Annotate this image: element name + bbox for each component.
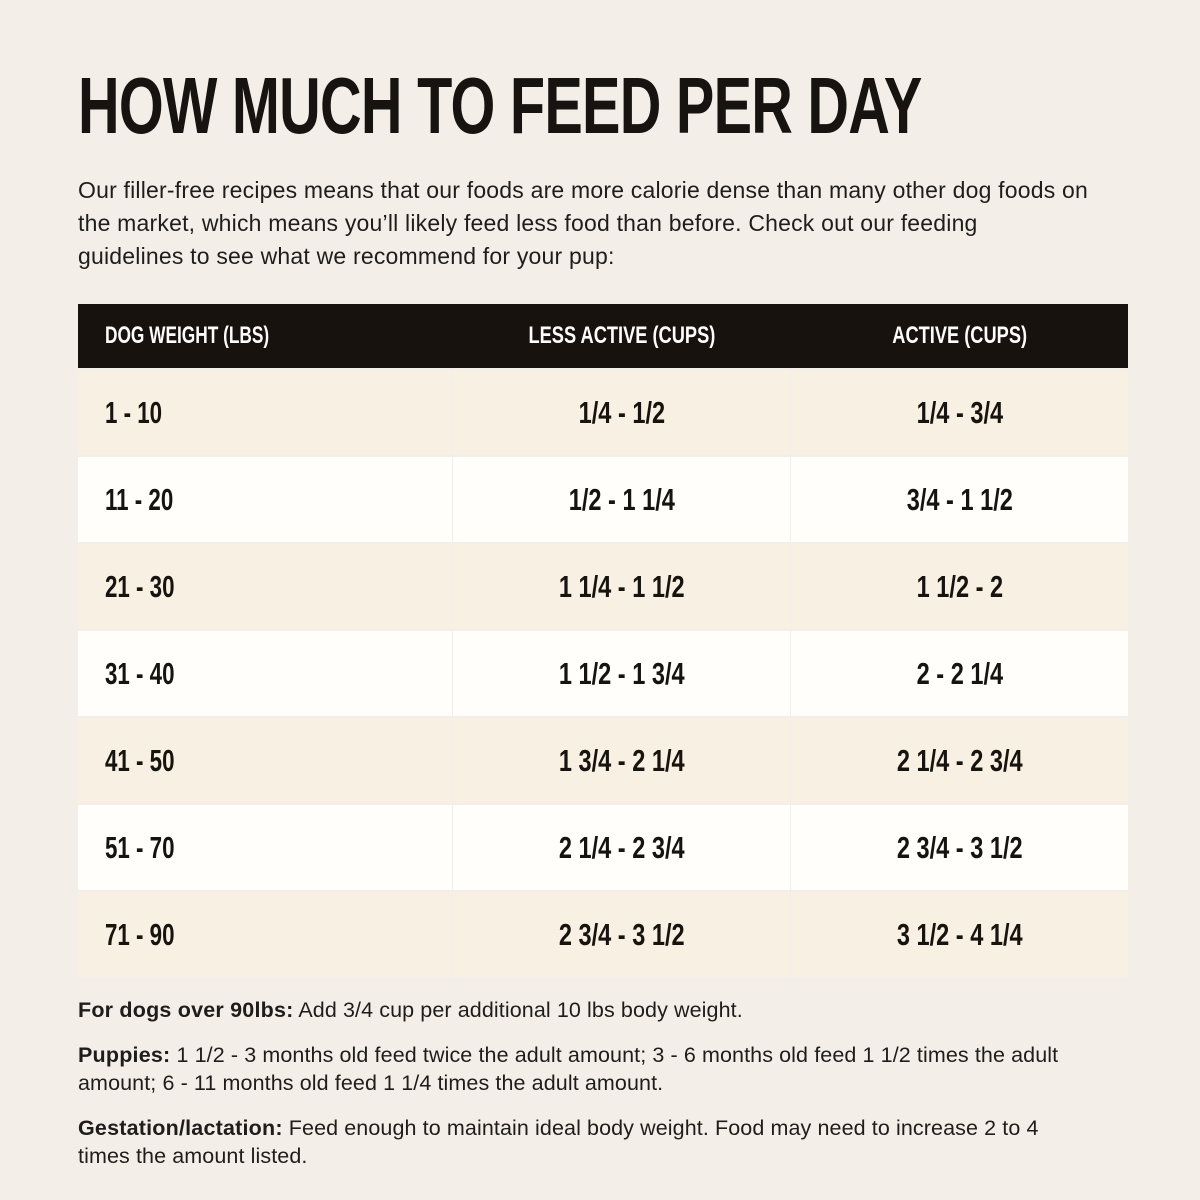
table-cell: 1/4 - 1/2: [453, 370, 790, 455]
table-cell-value: 2 1/4 - 2 3/4: [558, 829, 685, 865]
table-header-cell: DOG WEIGHT (LBS): [78, 304, 452, 368]
footnote-text: Add 3/4 cup per additional 10 lbs body w…: [293, 998, 743, 1022]
table-cell-value: 3/4 - 1 1/2: [906, 481, 1013, 517]
table-row: 51 - 70 2 1/4 - 2 3/4 2 3/4 - 3 1/2: [78, 805, 1128, 890]
footnote: For dogs over 90lbs: Add 3/4 cup per add…: [78, 996, 1093, 1024]
table-cell: 1 1/4 - 1 1/2: [453, 544, 790, 629]
table-cell: 51 - 70: [78, 805, 452, 890]
table-cell-value: 1 3/4 - 2 1/4: [558, 742, 685, 778]
table-row: 41 - 50 1 3/4 - 2 1/4 2 1/4 - 2 3/4: [78, 718, 1128, 803]
table-row: 11 - 20 1/2 - 1 1/4 3/4 - 1 1/2: [78, 457, 1128, 542]
table-cell: 1/2 - 1 1/4: [453, 457, 790, 542]
table-cell-value: 1/2 - 1 1/4: [568, 481, 675, 517]
footnote-label: Puppies:: [78, 1043, 171, 1067]
table-cell: 1 1/2 - 2: [791, 544, 1128, 629]
table-cell: 2 1/4 - 2 3/4: [791, 718, 1128, 803]
table-cell: 1 3/4 - 2 1/4: [453, 718, 790, 803]
table-cell-value: 2 1/4 - 2 3/4: [896, 742, 1023, 778]
table-cell: 2 1/4 - 2 3/4: [453, 805, 790, 890]
page-title: HOW MUCH TO FEED PER DAY: [78, 66, 1127, 146]
footnote: Gestation/lactation: Feed enough to main…: [78, 1114, 1093, 1170]
table-cell-value: 51 - 70: [105, 829, 175, 865]
table-header-label: ACTIVE (CUPS): [892, 322, 1027, 349]
table-row: 31 - 40 1 1/2 - 1 3/4 2 - 2 1/4: [78, 631, 1128, 716]
table-cell: 1/4 - 3/4: [791, 370, 1128, 455]
table-cell-value: 31 - 40: [105, 655, 175, 691]
table-cell-value: 1/4 - 3/4: [916, 394, 1003, 430]
table-cell-value: 2 3/4 - 3 1/2: [558, 916, 685, 952]
table-cell-value: 1/4 - 1/2: [578, 394, 665, 430]
footnotes-section: For dogs over 90lbs: Add 3/4 cup per add…: [78, 996, 1093, 1170]
intro-paragraph: Our filler-free recipes means that our f…: [78, 177, 1089, 269]
table-cell: 31 - 40: [78, 631, 452, 716]
footnote-text: Feed enough to maintain ideal body weigh…: [78, 1116, 1039, 1168]
page-title-text: HOW MUCH TO FEED PER DAY: [78, 61, 922, 150]
table-cell: 1 1/2 - 1 3/4: [453, 631, 790, 716]
table-cell: 2 3/4 - 3 1/2: [453, 892, 790, 977]
table-cell-value: 71 - 90: [105, 916, 175, 952]
table-cell: 1 - 10: [78, 370, 452, 455]
feeding-guidelines-table: DOG WEIGHT (LBS) LESS ACTIVE (CUPS) ACTIVE…: [78, 304, 1128, 977]
table-cell-value: 41 - 50: [105, 742, 175, 778]
footnote: Puppies: 1 1/2 - 3 months old feed twice…: [78, 1041, 1093, 1097]
table-header-label: LESS ACTIVE (CUPS): [528, 322, 715, 349]
table-header-row: DOG WEIGHT (LBS) LESS ACTIVE (CUPS) ACTIVE…: [78, 304, 1128, 368]
table-row: 1 - 10 1/4 - 1/2 1/4 - 3/4: [78, 370, 1128, 455]
table-cell-value: 21 - 30: [105, 568, 175, 604]
table-cell: 71 - 90: [78, 892, 452, 977]
table-row: 71 - 90 2 3/4 - 3 1/2 3 1/2 - 4 1/4: [78, 892, 1128, 977]
table-cell: 21 - 30: [78, 544, 452, 629]
table-cell: 2 3/4 - 3 1/2: [791, 805, 1128, 890]
table-cell: 3 1/2 - 4 1/4: [791, 892, 1128, 977]
footnote-label: Gestation/lactation:: [78, 1116, 283, 1140]
table-header-label: DOG WEIGHT (LBS): [105, 322, 270, 349]
table-cell-value: 11 - 20: [105, 481, 174, 517]
table-cell-value: 1 - 10: [105, 394, 163, 430]
footnote-text: 1 1/2 - 3 months old feed twice the adul…: [78, 1043, 1059, 1095]
table-row: 21 - 30 1 1/4 - 1 1/2 1 1/2 - 2: [78, 544, 1128, 629]
table-cell-value: 1 1/2 - 1 3/4: [558, 655, 685, 691]
table-header-cell: LESS ACTIVE (CUPS): [453, 304, 790, 368]
table-cell: 3/4 - 1 1/2: [791, 457, 1128, 542]
table-cell-value: 2 3/4 - 3 1/2: [896, 829, 1023, 865]
table-cell-value: 3 1/2 - 4 1/4: [896, 916, 1023, 952]
table-header-cell: ACTIVE (CUPS): [791, 304, 1128, 368]
table-cell-value: 2 - 2 1/4: [916, 655, 1003, 691]
table-cell-value: 1 1/2 - 2: [916, 568, 1003, 604]
table-cell-value: 1 1/4 - 1 1/2: [558, 568, 685, 604]
table-cell: 41 - 50: [78, 718, 452, 803]
footnote-label: For dogs over 90lbs:: [78, 998, 294, 1022]
table-cell: 2 - 2 1/4: [791, 631, 1128, 716]
table-cell: 11 - 20: [78, 457, 452, 542]
